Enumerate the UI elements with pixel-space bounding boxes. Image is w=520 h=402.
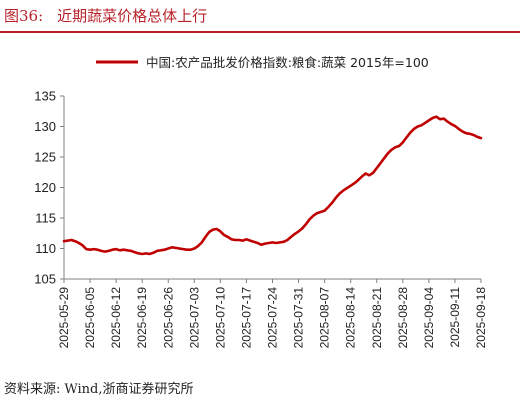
figure-title-text: 近期蔬菜价格总体上行	[57, 7, 208, 25]
y-tick-label: 135	[34, 89, 56, 104]
source-text: Wind,浙商证券研究所	[64, 382, 194, 397]
x-tick-label: 2025-06-19	[135, 287, 149, 349]
series-line	[62, 115, 483, 256]
x-tick-label: 2025-08-21	[370, 287, 384, 349]
x-tick-label: 2025-08-07	[318, 287, 332, 349]
x-tick-label: 2025-06-26	[161, 287, 175, 349]
x-tick-label: 2025-07-17	[239, 287, 253, 349]
x-tick-label: 2025-09-04	[422, 287, 436, 349]
x-tick-label: 2025-07-24	[266, 287, 280, 349]
y-tick-label: 110	[35, 241, 56, 256]
x-tick-label: 2025-07-03	[187, 287, 201, 349]
y-tick-label: 105	[34, 272, 56, 287]
title-rule	[0, 31, 520, 33]
y-tick-label: 120	[34, 180, 56, 195]
y-tick-label: 115	[35, 211, 56, 226]
x-tick-label: 2025-09-18	[474, 287, 488, 349]
x-tick-label: 2025-08-28	[396, 287, 410, 349]
x-tick-label: 2025-06-12	[109, 287, 123, 349]
figure-title: 图36: 近期蔬菜价格总体上行	[4, 4, 207, 28]
x-tick-label: 2025-05-29	[57, 287, 71, 349]
line-chart: 105 110 115 120 125 130 135 2025-05-29 2025-06-0…	[34, 55, 488, 349]
x-tick-label: 2025-08-14	[344, 287, 358, 349]
x-tick-label: 2025-07-10	[213, 287, 227, 349]
x-tick-label: 2025-07-31	[292, 287, 306, 349]
legend-label: 中国:农产品批发价格指数:粮食:蔬菜 2015年=100	[146, 55, 429, 70]
source-prefix: 资料来源:	[4, 382, 61, 397]
source-note: 资料来源: Wind,浙商证券研究所	[4, 378, 194, 397]
x-tick-label: 2025-06-05	[83, 287, 97, 349]
figure-number: 图36:	[4, 7, 44, 25]
x-tick-label: 2025-09-11	[448, 287, 462, 348]
y-tick-label: 125	[34, 150, 56, 165]
y-tick-label: 130	[34, 119, 56, 134]
